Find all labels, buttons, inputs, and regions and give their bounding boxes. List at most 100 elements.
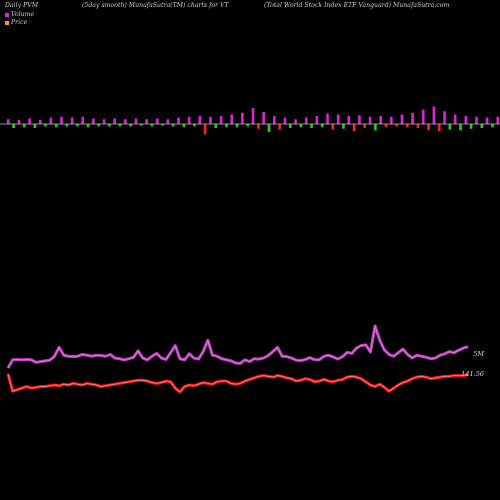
pvm-bar-38 xyxy=(209,116,212,124)
pvm-bar-49 xyxy=(267,124,271,132)
pvm-bar-12 xyxy=(70,117,74,124)
pvm-bar-62 xyxy=(336,114,340,124)
pvm-bar-30 xyxy=(166,119,170,124)
price-line-outer xyxy=(6,373,469,394)
pvm-bar-57 xyxy=(310,124,313,128)
header-center-right: (Total World Stock Index ETF Vanguard) M… xyxy=(264,2,450,9)
pvm-bar-11 xyxy=(65,124,69,127)
pvm-bar-78 xyxy=(421,109,425,124)
pvm-bar-55 xyxy=(299,124,303,128)
pvm-bar-6 xyxy=(38,120,42,124)
pvm-bar-18 xyxy=(102,119,106,124)
pvm-bar-68 xyxy=(368,116,372,124)
pvm-bar-42 xyxy=(230,114,234,124)
header-left: Daily PVM xyxy=(5,2,39,9)
pvm-bar-71 xyxy=(384,124,388,128)
pvm-bar-87 xyxy=(469,124,473,129)
pvm-bar-79 xyxy=(427,124,430,131)
pvm-bar-29 xyxy=(161,124,164,126)
legend-label-price: Price xyxy=(11,19,28,26)
pvm-bar-39 xyxy=(214,124,218,128)
pvm-bar-70 xyxy=(379,116,382,124)
pvm-bar-63 xyxy=(342,124,345,129)
price-value-label: 141.56 xyxy=(461,370,484,378)
pvm-bar-59 xyxy=(320,124,324,128)
pvm-bar-20 xyxy=(113,118,116,124)
pvm-bar-28 xyxy=(155,118,159,124)
pvm-bar-17 xyxy=(97,124,101,127)
pvm-bar-19 xyxy=(108,124,111,127)
pvm-bar-80 xyxy=(432,106,436,124)
pvm-bar-21 xyxy=(118,124,122,127)
pvm-bar-77 xyxy=(416,124,420,128)
legend-item-price: Price xyxy=(5,19,27,26)
pvm-bar-48 xyxy=(262,112,265,124)
pvm-bar-54 xyxy=(294,119,297,124)
pvm-bar-81 xyxy=(437,124,441,132)
pvm-bar-84 xyxy=(453,114,457,124)
pvm-bar-58 xyxy=(315,116,319,124)
pvm-bar-46 xyxy=(251,108,255,124)
pvm-bar-35 xyxy=(193,124,196,127)
pvm-bar-13 xyxy=(76,124,79,127)
pvm-bar-2 xyxy=(17,120,21,124)
pvm-bar-15 xyxy=(86,124,90,128)
pvm-bar-26 xyxy=(145,119,148,124)
pvm-bar-33 xyxy=(182,124,186,128)
pvm-bar-45 xyxy=(246,124,249,127)
pvm-bar-64 xyxy=(347,116,351,124)
legend-label-volume: Volume xyxy=(11,11,35,18)
pvm-bar-89 xyxy=(480,124,484,128)
pvm-bar-51 xyxy=(278,124,281,130)
pvm-bar-23 xyxy=(129,124,132,127)
pvm-bars xyxy=(7,106,500,135)
pvm-bar-25 xyxy=(140,124,143,126)
pvm-bar-82 xyxy=(443,111,446,124)
pvm-bar-22 xyxy=(124,119,127,124)
pvm-bar-31 xyxy=(171,124,175,127)
pvm-bar-7 xyxy=(44,124,47,127)
pvm-bar-88 xyxy=(475,116,478,124)
volume-line-outer xyxy=(6,324,469,369)
pvm-bar-83 xyxy=(448,124,452,130)
pvm-bar-76 xyxy=(411,112,414,124)
pvm-bar-36 xyxy=(198,116,202,124)
pvm-bar-47 xyxy=(257,124,260,129)
pvm-bar-65 xyxy=(352,124,356,132)
pvm-bar-73 xyxy=(395,124,398,127)
legend-item-volume: Volume xyxy=(5,11,34,18)
pvm-bar-52 xyxy=(283,117,287,124)
pvm-bar-14 xyxy=(81,116,85,124)
pvm-bar-3 xyxy=(22,124,26,128)
pvm-bar-72 xyxy=(390,116,393,124)
pvm-bar-69 xyxy=(374,124,377,131)
pvm-bar-4 xyxy=(28,118,31,124)
pvm-bar-74 xyxy=(400,114,404,124)
pvm-bar-75 xyxy=(406,124,409,128)
pvm-bar-1 xyxy=(12,124,15,128)
legend-swatch-volume xyxy=(5,12,9,17)
header-center-left: (5day smooth) MunafaSutra(TM) charts for… xyxy=(82,2,229,9)
pvm-bar-86 xyxy=(464,116,468,124)
pvm-bar-43 xyxy=(235,124,239,128)
pvm-bar-5 xyxy=(33,124,37,128)
pvm-bar-24 xyxy=(134,118,138,124)
pvm-bar-40 xyxy=(219,116,223,124)
pvm-bar-37 xyxy=(203,124,207,135)
pvm-bar-9 xyxy=(54,124,58,128)
pvm-bar-91 xyxy=(491,124,494,128)
volume-line-core xyxy=(7,325,469,369)
pvm-bar-56 xyxy=(304,117,308,124)
pvm-bar-0 xyxy=(7,119,10,124)
pvm-bar-66 xyxy=(358,115,361,124)
volume-value-label: 5M xyxy=(473,350,484,358)
pvm-bar-44 xyxy=(241,112,244,124)
pvm-bar-27 xyxy=(150,124,154,127)
pvm-bar-10 xyxy=(60,116,63,124)
pvm-bar-32 xyxy=(177,117,180,124)
pvm-bar-92 xyxy=(496,116,500,124)
pvm-bar-85 xyxy=(459,124,462,131)
pvm-bar-61 xyxy=(331,124,335,130)
pvm-bar-34 xyxy=(187,116,191,124)
